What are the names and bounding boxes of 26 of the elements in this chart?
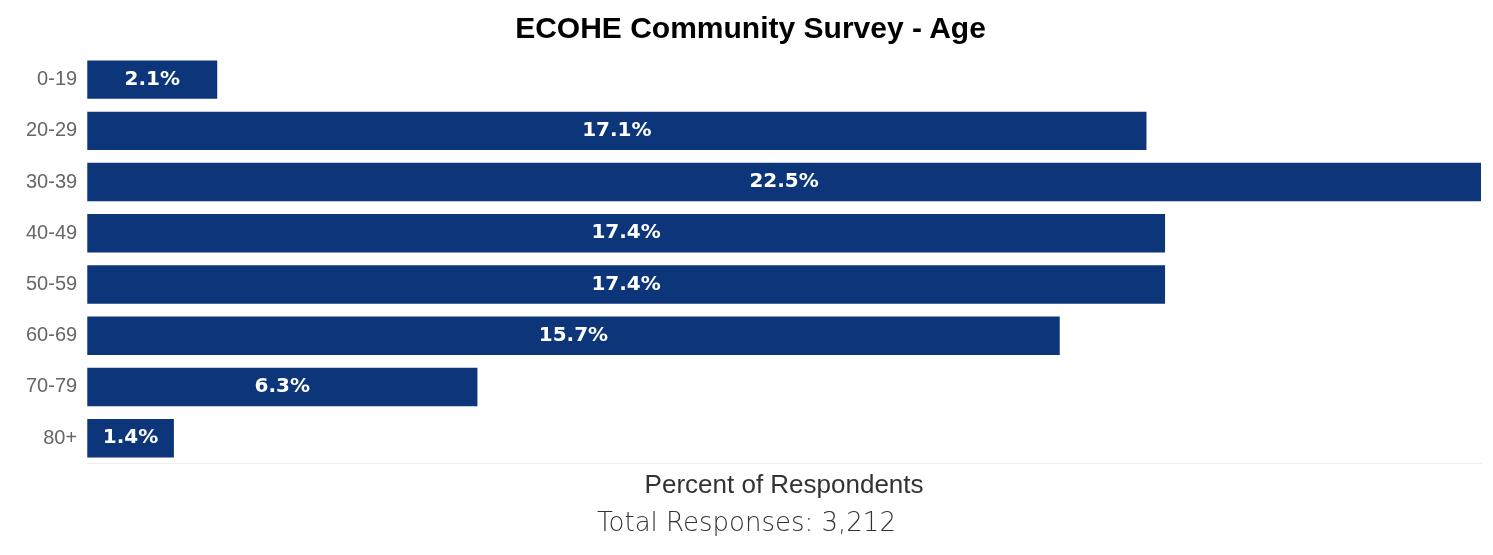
bar — [87, 214, 1166, 253]
text: Total Responses: 3,212 — [596, 507, 897, 537]
bar — [87, 162, 1481, 202]
bar — [87, 265, 1166, 304]
bar — [87, 60, 218, 99]
y-tick-label: 80+ — [43, 425, 78, 448]
data-label: 17.4% — [591, 219, 661, 244]
x-axis-title: Percent of Respondents — [644, 468, 924, 499]
y-tick-label: 50-59 — [26, 272, 78, 295]
bar — [87, 367, 478, 407]
data-label: 2.1% — [124, 65, 180, 90]
data-label: 6.3% — [254, 373, 311, 398]
data-label: 17.4% — [591, 270, 661, 295]
bar — [87, 111, 1147, 151]
y-tick-label: 40-49 — [26, 220, 78, 243]
y-tick-label: 20-29 — [26, 118, 78, 141]
bar — [87, 316, 1060, 355]
y-tick-label: 70-79 — [26, 374, 78, 397]
y-tick-label: 30-39 — [26, 169, 78, 192]
data-label: 1.4% — [102, 424, 159, 449]
data-label: 15.7% — [538, 321, 609, 346]
chart-title: ECOHE Community Survey - Age — [515, 11, 986, 45]
data-label: 22.5% — [749, 168, 819, 193]
y-tick-label: 0-19 — [37, 67, 78, 90]
data-label: 17.1% — [582, 117, 652, 142]
y-tick-label: 60-69 — [26, 323, 78, 346]
